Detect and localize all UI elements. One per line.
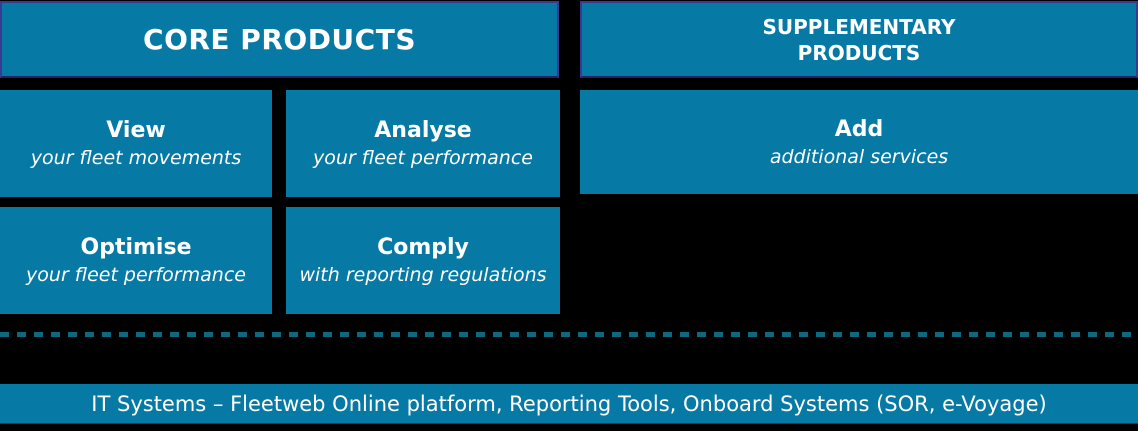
product-box-add-title: Add xyxy=(834,116,884,142)
product-box-comply: Comply with reporting regulations xyxy=(286,207,560,314)
core-products-header-label: CORE PRODUCTS xyxy=(143,23,416,56)
core-products-header: CORE PRODUCTS xyxy=(0,1,559,78)
product-box-optimise: Optimise your fleet performance xyxy=(0,207,272,314)
product-box-view: View your fleet movements xyxy=(0,90,272,197)
product-box-analyse: Analyse your fleet performance xyxy=(286,90,560,197)
product-box-analyse-title: Analyse xyxy=(374,118,472,144)
product-box-comply-title: Comply xyxy=(377,235,469,261)
dashed-divider-line xyxy=(0,332,1138,337)
product-box-add-subtitle: additional services xyxy=(769,145,949,168)
supplementary-products-header-label: SUPPLEMENTARY PRODUCTS xyxy=(762,14,956,65)
product-box-optimise-subtitle: your fleet performance xyxy=(26,264,246,286)
it-systems-footer-label: IT Systems – Fleetweb Online platform, R… xyxy=(91,391,1047,416)
product-box-view-subtitle: your fleet movements xyxy=(30,147,242,169)
product-box-analyse-subtitle: your fleet performance xyxy=(313,147,533,169)
product-box-view-title: View xyxy=(106,118,166,144)
product-box-add: Add additional services xyxy=(580,90,1138,194)
product-box-comply-subtitle: with reporting regulations xyxy=(299,264,547,286)
supplementary-products-header: SUPPLEMENTARY PRODUCTS xyxy=(580,1,1138,78)
it-systems-footer-bar: IT Systems – Fleetweb Online platform, R… xyxy=(0,384,1138,424)
product-box-optimise-title: Optimise xyxy=(80,235,192,261)
